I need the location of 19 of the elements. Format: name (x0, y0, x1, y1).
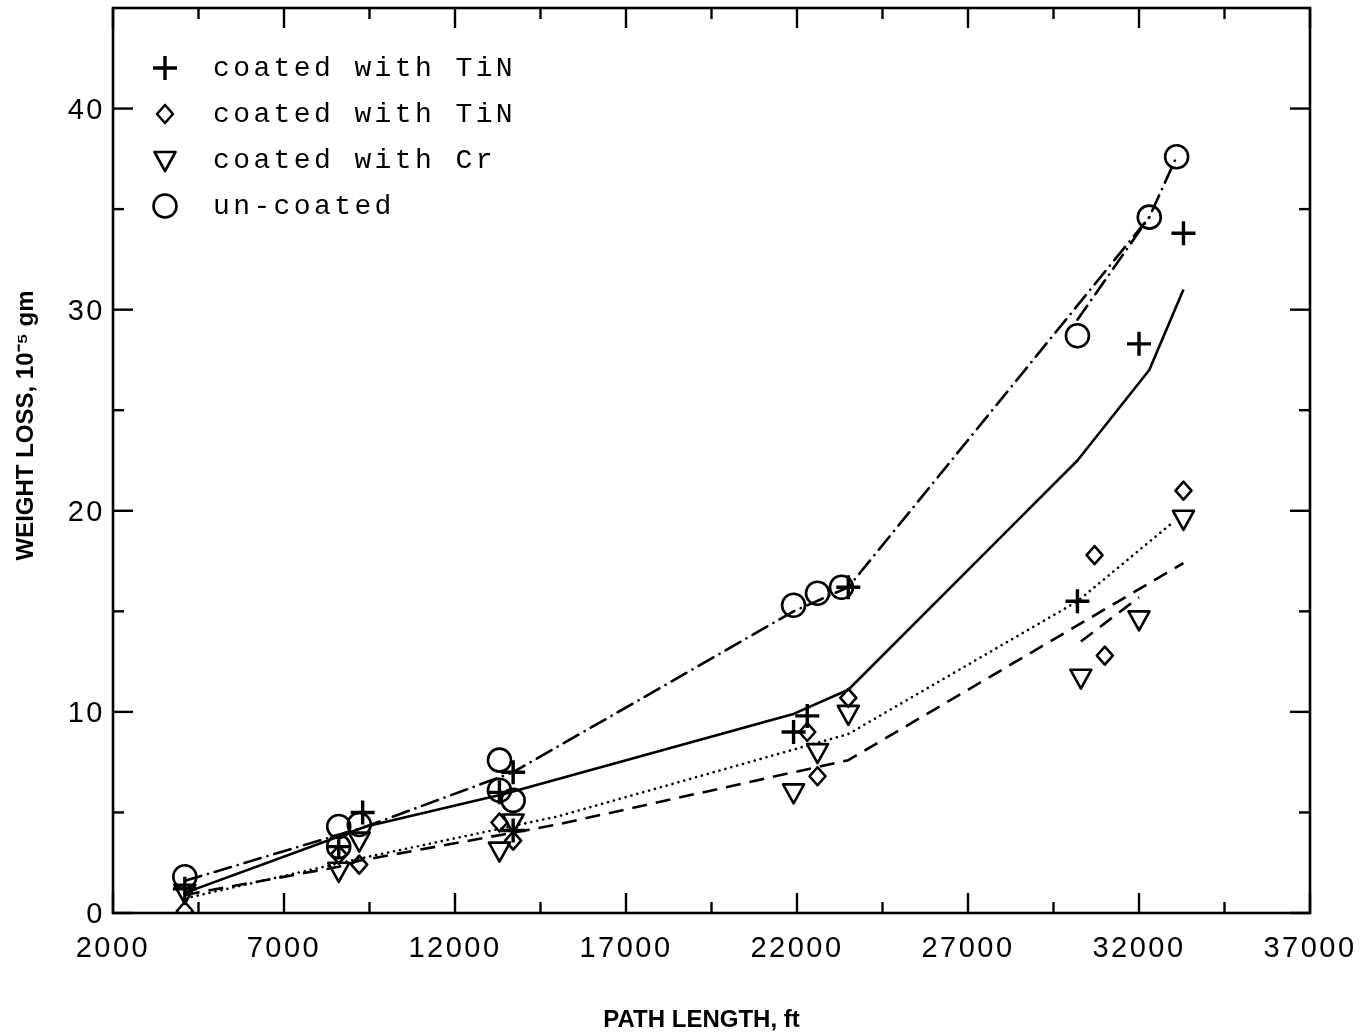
y-axis-title: WEIGHT LOSS, 10⁻⁵ gm (11, 290, 38, 561)
x-tick-label: 2000 (75, 931, 151, 963)
x-tick-label: 7000 (246, 931, 322, 963)
x-tick-label: 12000 (408, 931, 502, 963)
legend-label: coated with TiN (213, 52, 517, 84)
x-tick-label: 27000 (921, 931, 1015, 963)
y-tick-label: 0 (86, 897, 105, 929)
y-tick-label: 40 (67, 92, 105, 125)
x-tick-label: 17000 (579, 931, 673, 963)
x-tick-label: 32000 (1092, 931, 1186, 963)
legend-label: un-coated (213, 190, 395, 222)
y-tick-label: 20 (67, 494, 105, 527)
x-axis-title: PATH LENGTH, ft (603, 1005, 800, 1032)
y-tick-label: 10 (67, 695, 105, 728)
y-tick-label: 30 (67, 293, 105, 326)
x-tick-label: 22000 (750, 931, 844, 963)
legend-label: coated with Cr (213, 144, 496, 176)
legend-label: coated with TiN (213, 98, 517, 130)
x-tick-label: 37000 (1263, 931, 1357, 963)
